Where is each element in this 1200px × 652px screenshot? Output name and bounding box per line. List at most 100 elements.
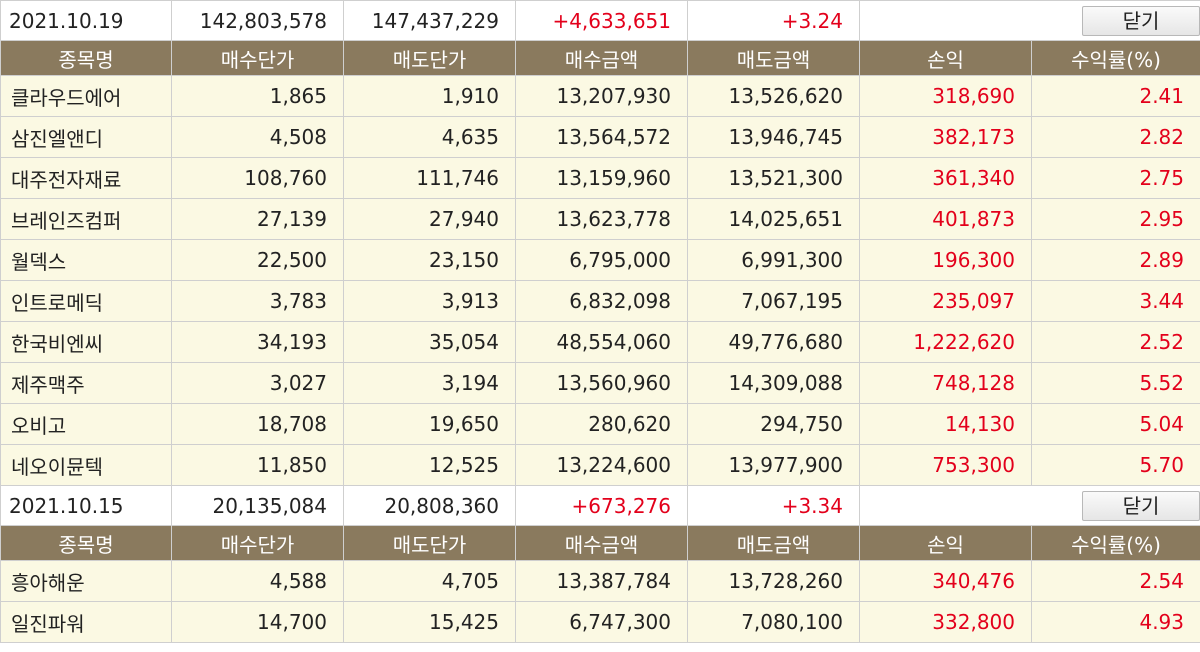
stock-name-cell: 오비고 [0, 403, 172, 445]
sell-amount-cell: 13,946,745 [687, 116, 860, 158]
table-row[interactable]: 네오이뮨텍 11,850 12,525 13,224,600 13,977,900 753… [0, 444, 1200, 486]
return-rate-cell: 2.75 [1031, 157, 1200, 199]
header-sell-amount: 매도금액 [687, 525, 860, 561]
profit-cell: 332,800 [859, 601, 1032, 643]
return-rate-cell: 3.44 [1031, 280, 1200, 322]
sell-price-cell: 3,913 [343, 280, 516, 322]
profit-cell: 382,173 [859, 116, 1032, 158]
return-rate-cell: 4.93 [1031, 601, 1200, 643]
header-sell-price: 매도단가 [343, 525, 516, 561]
buy-price-cell: 27,139 [171, 198, 344, 240]
stock-name-cell: 인트로메딕 [0, 280, 172, 322]
buy-price-cell: 4,588 [171, 560, 344, 602]
table-row[interactable]: 삼진엘앤디 4,508 4,635 13,564,572 13,946,745 382,1… [0, 116, 1200, 158]
return-rate-cell: 5.04 [1031, 403, 1200, 445]
table-row[interactable]: 대주전자재료 108,760 111,746 13,159,960 13,521,300… [0, 157, 1200, 199]
stock-name-cell: 월덱스 [0, 239, 172, 281]
sell-amount-cell: 7,067,195 [687, 280, 860, 322]
summary-profit: +673,276 [515, 485, 688, 526]
table-row[interactable]: 브레인즈컴퍼 27,139 27,940 13,623,778 14,025,651 40… [0, 198, 1200, 240]
close-button[interactable]: 닫기 [1082, 5, 1200, 36]
profit-cell: 748,128 [859, 362, 1032, 404]
buy-amount-cell: 13,159,960 [515, 157, 688, 199]
return-rate-cell: 2.95 [1031, 198, 1200, 240]
profit-cell: 340,476 [859, 560, 1032, 602]
buy-price-cell: 11,850 [171, 444, 344, 486]
sell-price-cell: 3,194 [343, 362, 516, 404]
return-rate-cell: 5.52 [1031, 362, 1200, 404]
sell-price-cell: 19,650 [343, 403, 516, 445]
summary-buy-total: 142,803,578 [171, 0, 344, 41]
return-rate-cell: 2.52 [1031, 321, 1200, 363]
sell-amount-cell: 14,309,088 [687, 362, 860, 404]
header-profit: 손익 [859, 40, 1032, 76]
buy-amount-cell: 13,560,960 [515, 362, 688, 404]
buy-amount-cell: 48,554,060 [515, 321, 688, 363]
sell-price-cell: 35,054 [343, 321, 516, 363]
buy-price-cell: 34,193 [171, 321, 344, 363]
close-button-cell: 닫기 [859, 485, 1200, 526]
summary-profit: +4,633,651 [515, 0, 688, 41]
header-sell-price: 매도단가 [343, 40, 516, 76]
return-rate-cell: 2.89 [1031, 239, 1200, 281]
table-row[interactable]: 클라우드에어 1,865 1,910 13,207,930 13,526,620 318,… [0, 75, 1200, 117]
stock-name-cell: 브레인즈컴퍼 [0, 198, 172, 240]
buy-price-cell: 4,508 [171, 116, 344, 158]
close-button[interactable]: 닫기 [1082, 490, 1200, 521]
sell-amount-cell: 13,521,300 [687, 157, 860, 199]
stock-name-cell: 대주전자재료 [0, 157, 172, 199]
buy-amount-cell: 6,795,000 [515, 239, 688, 281]
profit-cell: 196,300 [859, 239, 1032, 281]
sell-price-cell: 15,425 [343, 601, 516, 643]
close-button-cell: 닫기 [859, 0, 1200, 41]
sell-price-cell: 4,635 [343, 116, 516, 158]
date-summary-row: 2021.10.15 20,135,084 20,808,360 +673,276 +3… [0, 485, 1200, 526]
sell-amount-cell: 13,728,260 [687, 560, 860, 602]
table-row[interactable]: 제주맥주 3,027 3,194 13,560,960 14,309,088 748,12… [0, 362, 1200, 404]
summary-return-rate: +3.24 [687, 0, 860, 41]
header-return-rate: 수익률(%) [1031, 525, 1200, 561]
buy-amount-cell: 13,387,784 [515, 560, 688, 602]
header-buy-price: 매수단가 [171, 525, 344, 561]
return-rate-cell: 5.70 [1031, 444, 1200, 486]
table-row[interactable]: 일진파워 14,700 15,425 6,747,300 7,080,100 332,80… [0, 601, 1200, 643]
sell-amount-cell: 14,025,651 [687, 198, 860, 240]
summary-date: 2021.10.19 [0, 0, 172, 41]
buy-amount-cell: 13,564,572 [515, 116, 688, 158]
buy-price-cell: 18,708 [171, 403, 344, 445]
sell-price-cell: 12,525 [343, 444, 516, 486]
table-row[interactable]: 월덱스 22,500 23,150 6,795,000 6,991,300 196,300… [0, 239, 1200, 281]
sell-price-cell: 23,150 [343, 239, 516, 281]
header-sell-amount: 매도금액 [687, 40, 860, 76]
buy-amount-cell: 13,623,778 [515, 198, 688, 240]
buy-price-cell: 3,783 [171, 280, 344, 322]
return-rate-cell: 2.54 [1031, 560, 1200, 602]
profit-cell: 1,222,620 [859, 321, 1032, 363]
profit-cell: 401,873 [859, 198, 1032, 240]
profit-cell: 14,130 [859, 403, 1032, 445]
header-profit: 손익 [859, 525, 1032, 561]
column-header-row: 종목명 매수단가 매도단가 매수금액 매도금액 손익 수익률(%) [0, 525, 1200, 561]
summary-buy-total: 20,135,084 [171, 485, 344, 526]
buy-amount-cell: 6,747,300 [515, 601, 688, 643]
return-rate-cell: 2.41 [1031, 75, 1200, 117]
table-row[interactable]: 흥아해운 4,588 4,705 13,387,784 13,728,260 340,47… [0, 560, 1200, 602]
date-summary-row: 2021.10.19 142,803,578 147,437,229 +4,633,6… [0, 0, 1200, 41]
table-row[interactable]: 한국비엔씨 34,193 35,054 48,554,060 49,776,680 1,2… [0, 321, 1200, 363]
return-rate-cell: 2.82 [1031, 116, 1200, 158]
stock-name-cell: 네오이뮨텍 [0, 444, 172, 486]
column-header-row: 종목명 매수단가 매도단가 매수금액 매도금액 손익 수익률(%) [0, 40, 1200, 76]
header-buy-amount: 매수금액 [515, 525, 688, 561]
buy-amount-cell: 13,207,930 [515, 75, 688, 117]
stock-name-cell: 한국비엔씨 [0, 321, 172, 363]
stock-name-cell: 일진파워 [0, 601, 172, 643]
header-stock-name: 종목명 [0, 40, 172, 76]
buy-price-cell: 108,760 [171, 157, 344, 199]
header-return-rate: 수익률(%) [1031, 40, 1200, 76]
table-row[interactable]: 인트로메딕 3,783 3,913 6,832,098 7,067,195 235,097… [0, 280, 1200, 322]
table-row[interactable]: 오비고 18,708 19,650 280,620 294,750 14,130 5.04 [0, 403, 1200, 445]
buy-price-cell: 14,700 [171, 601, 344, 643]
profit-cell: 753,300 [859, 444, 1032, 486]
profit-cell: 235,097 [859, 280, 1032, 322]
